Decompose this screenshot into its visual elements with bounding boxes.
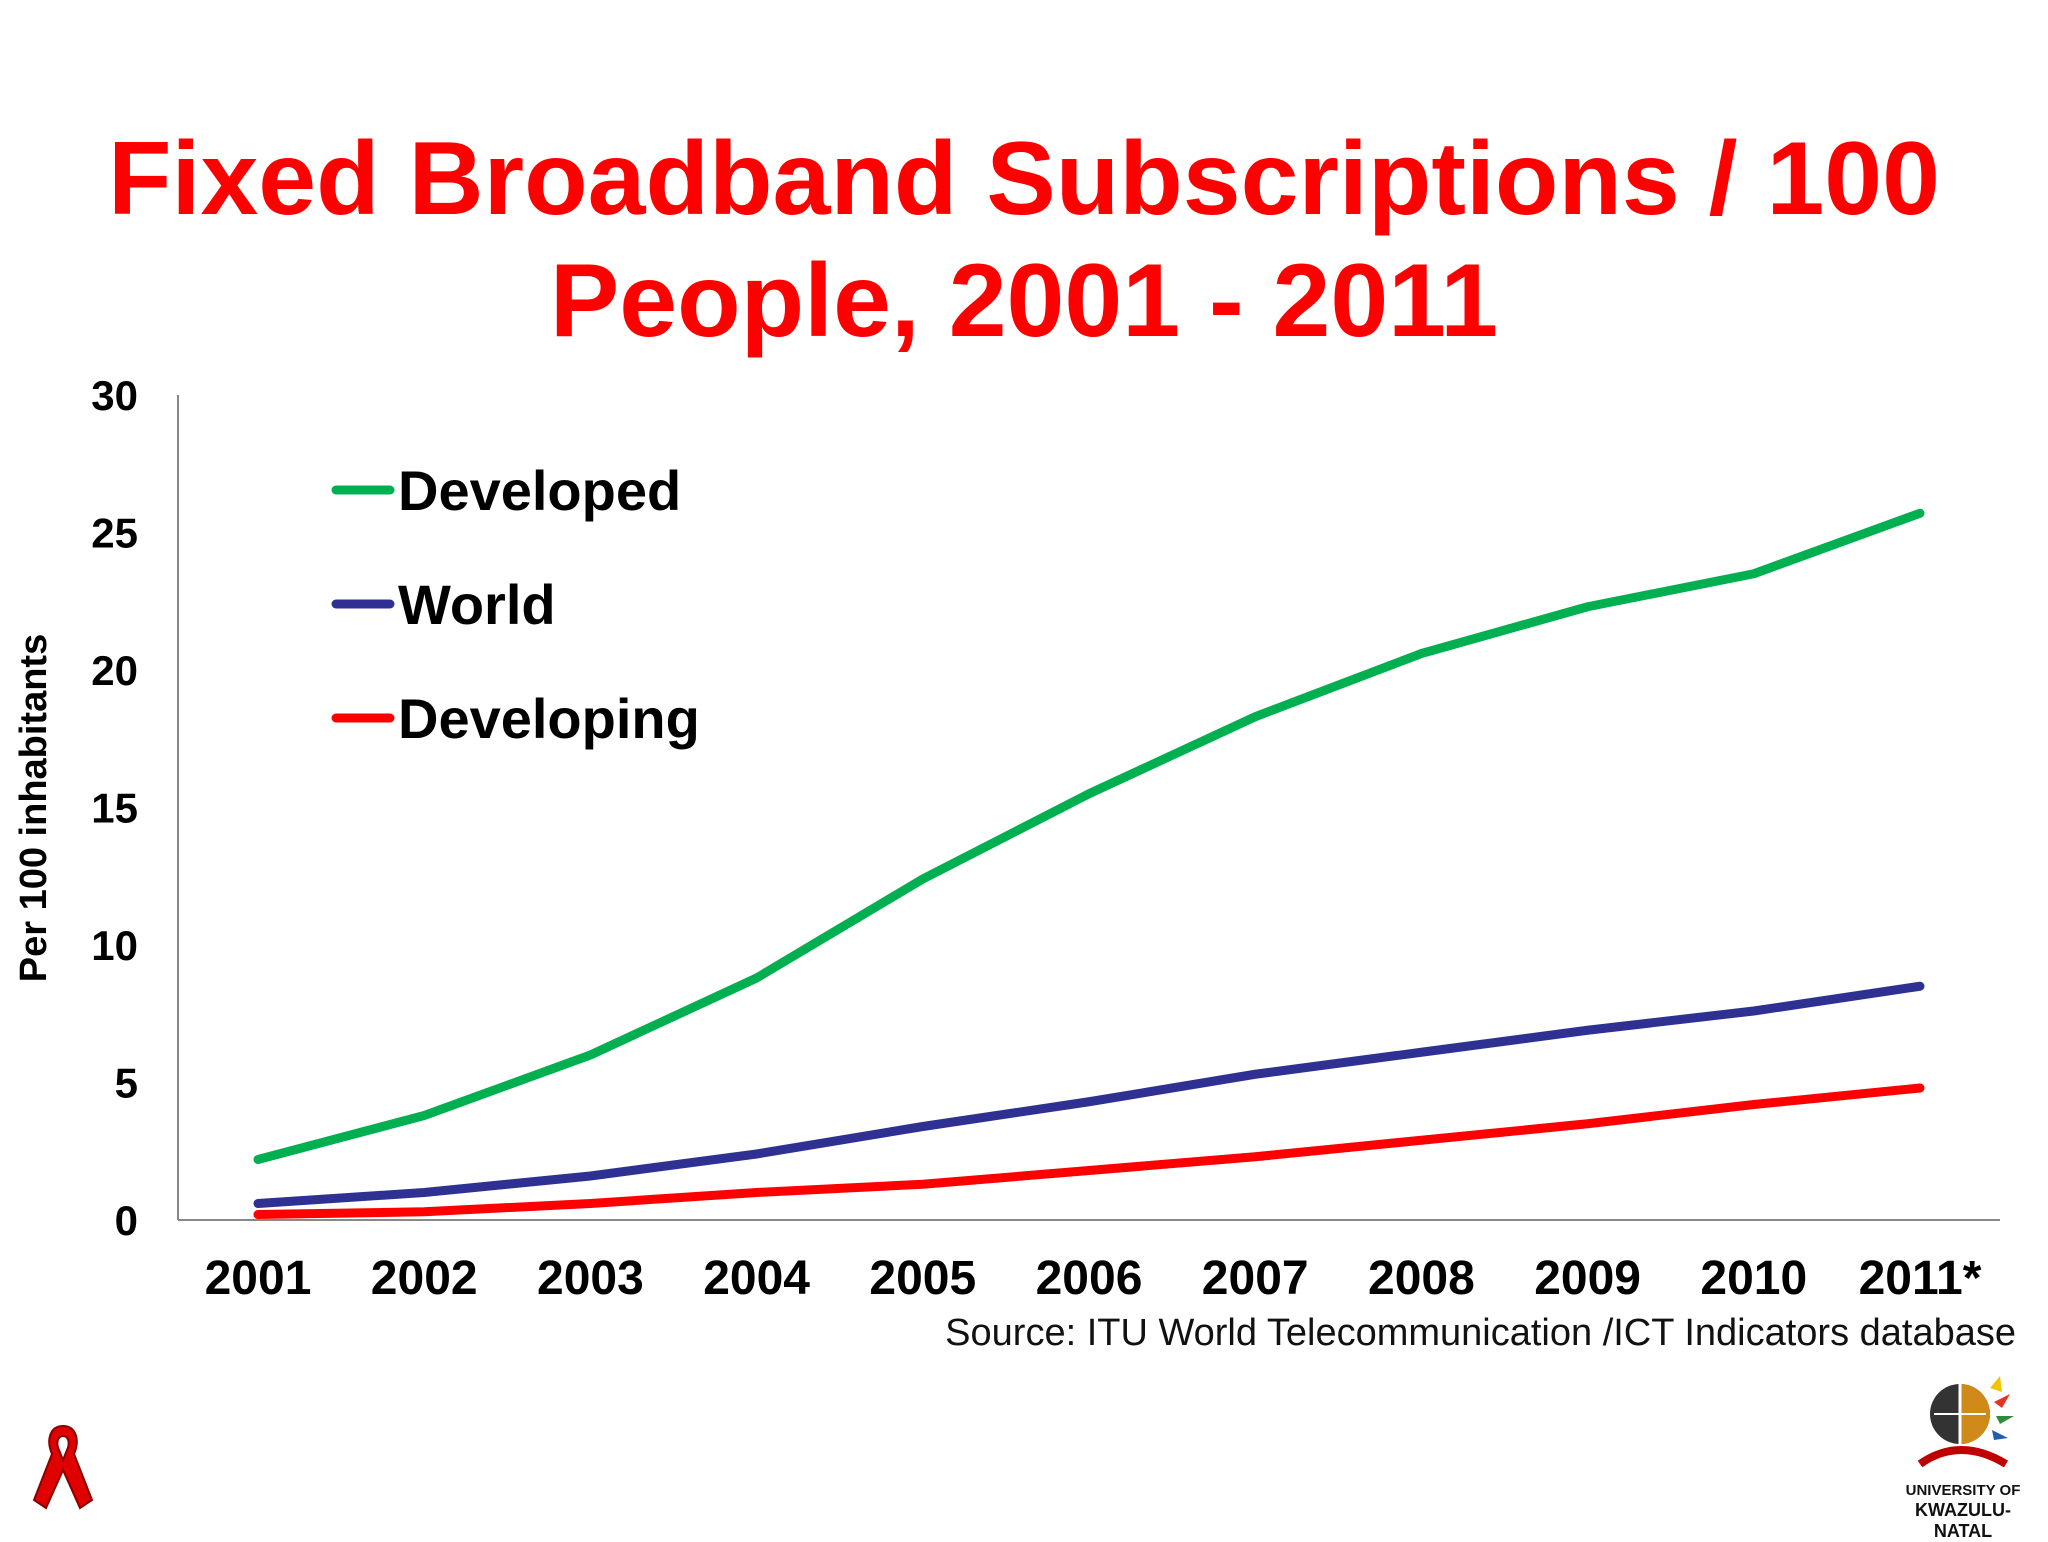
slide-title: Fixed Broadband Subscriptions / 100 Peop… xyxy=(0,118,2048,362)
chart-axes xyxy=(177,395,2000,1221)
y-tick-label: 20 xyxy=(91,647,138,694)
legend-label-developed: Developed xyxy=(398,459,681,522)
series-line-developing xyxy=(253,1083,1925,1219)
y-tick-labels: 0 5 10 15 20 25 30 xyxy=(91,372,138,1244)
x-tick-label: 2007 xyxy=(1202,1252,1309,1305)
y-tick-label: 0 xyxy=(115,1197,138,1244)
x-tick-label: 2010 xyxy=(1700,1252,1807,1305)
legend-label-world: World xyxy=(398,573,556,636)
y-tick-label: 25 xyxy=(91,510,138,557)
y-tick-label: 15 xyxy=(91,785,138,832)
source-note: Source: ITU World Telecommunication /ICT… xyxy=(945,1312,2016,1354)
x-tick-label: 2004 xyxy=(703,1252,810,1305)
university-logo: UNIVERSITY OF KWAZULU-NATAL xyxy=(1898,1364,2028,1541)
x-tick-label: 2006 xyxy=(1036,1252,1143,1305)
series-lines xyxy=(253,508,1925,1219)
legend-label-developing: Developing xyxy=(398,687,700,750)
x-tick-label: 2011* xyxy=(1859,1252,1982,1305)
x-tick-labels: 2001 2002 2003 2004 2005 2006 2007 2008 2009 2010… xyxy=(205,1252,1982,1305)
x-tick-label: 2003 xyxy=(537,1252,644,1305)
y-tick-label: 30 xyxy=(91,372,138,419)
university-crest-icon xyxy=(1917,1376,2014,1468)
x-tick-label: 2008 xyxy=(1368,1252,1475,1305)
series-line-developed xyxy=(253,508,1925,1164)
y-tick-label: 5 xyxy=(115,1060,138,1107)
x-tick-label: 2005 xyxy=(869,1252,976,1305)
series-line-world xyxy=(253,981,1925,1208)
y-axis-label: Per 100 inhabitants xyxy=(13,634,55,982)
y-tick-label: 10 xyxy=(91,922,138,969)
chart-legend: Developed World Developing xyxy=(331,459,700,750)
x-tick-label: 2002 xyxy=(371,1252,478,1305)
x-tick-label: 2009 xyxy=(1534,1252,1641,1305)
awareness-ribbon-icon xyxy=(32,1424,94,1510)
x-tick-label: 2001 xyxy=(205,1252,312,1305)
title-line-1: Fixed Broadband Subscriptions / 100 xyxy=(108,121,1940,237)
title-line-2: People, 2001 - 2011 xyxy=(549,243,1499,359)
logo-line-1: UNIVERSITY OF xyxy=(1905,1482,2021,1499)
